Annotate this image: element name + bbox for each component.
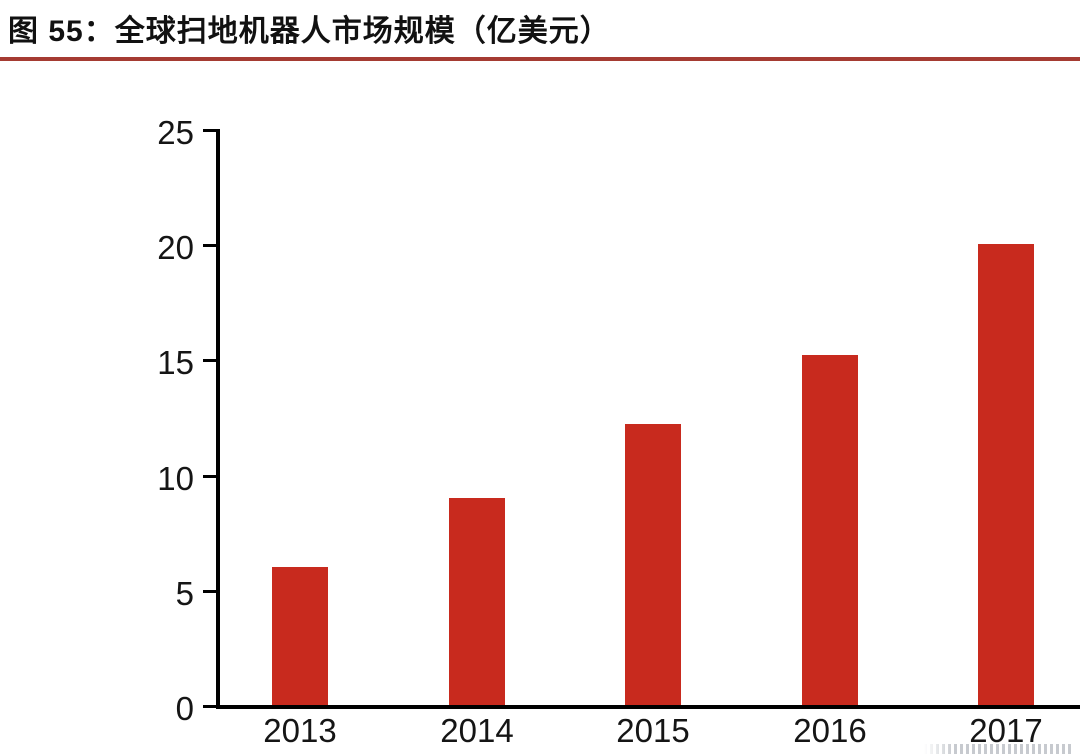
y-axis-tick-label: 20 [157, 229, 194, 266]
bar-2016 [802, 355, 858, 705]
bar-2013 [272, 567, 328, 705]
bar-2014 [449, 498, 505, 705]
figure-title: 图 55：全球扫地机器人市场规模（亿美元） [8, 15, 611, 48]
y-axis-tick [203, 590, 216, 593]
y-axis-tick [203, 475, 216, 478]
y-axis-tick-label: 5 [175, 575, 194, 612]
x-axis-label-2016: 2016 [793, 712, 867, 749]
y-axis-tick [203, 129, 216, 132]
x-axis-label-2013: 2013 [263, 712, 337, 749]
y-axis-tick [203, 359, 216, 362]
bar-2015 [625, 424, 681, 705]
bar-2017 [978, 244, 1034, 705]
y-axis-tick-label: 15 [157, 344, 194, 381]
y-axis-tick [203, 244, 216, 247]
x-axis-line [216, 705, 1080, 709]
y-axis-line [216, 129, 220, 709]
y-axis-tick-label: 10 [157, 460, 194, 497]
title-underline [0, 57, 1080, 61]
y-axis-tick [203, 705, 216, 708]
y-axis-tick-label: 25 [157, 114, 194, 151]
y-axis-tick-label: 0 [175, 690, 194, 727]
x-axis-label-2015: 2015 [616, 712, 690, 749]
x-axis-label-2017: 2017 [969, 712, 1043, 749]
watermark [924, 744, 1074, 754]
x-axis-label-2014: 2014 [440, 712, 514, 749]
bar-chart: 0 5 10 15 20 25 2013 2014 2015 2016 2017 [0, 62, 1080, 754]
